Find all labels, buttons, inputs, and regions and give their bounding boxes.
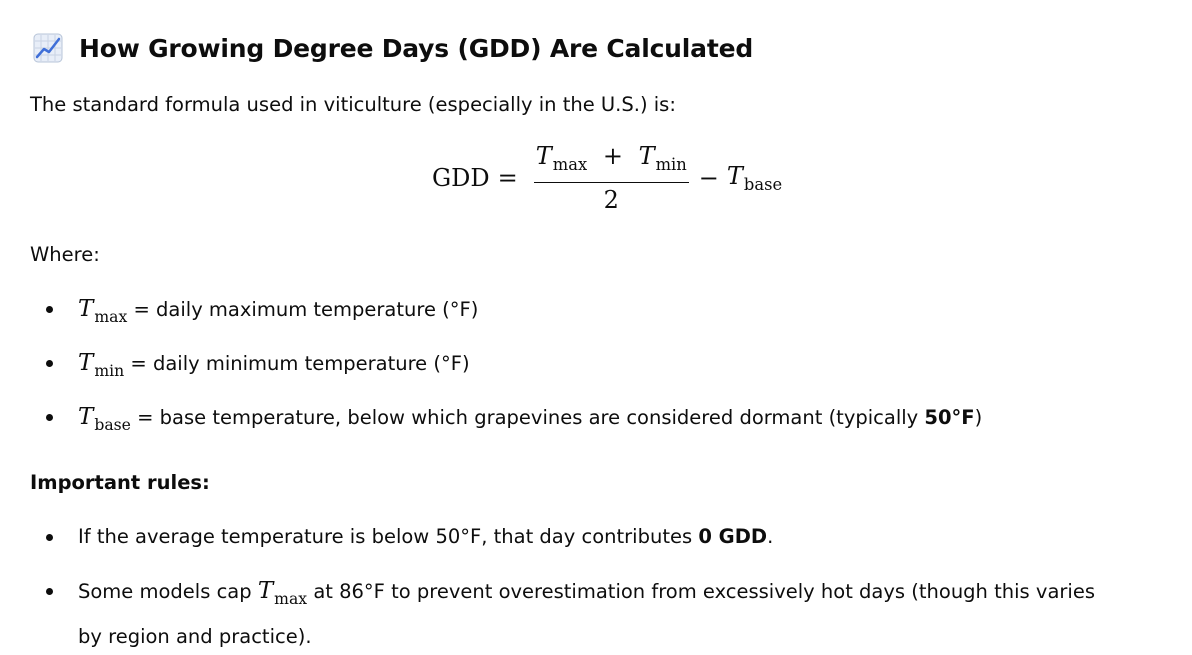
math-t-max: Tmax <box>78 296 128 326</box>
math-t-min: Tmin <box>78 350 125 380</box>
bullet-dot <box>46 306 53 313</box>
list-item: Tmin = daily minimum temperature (°F) <box>30 346 1180 380</box>
formula-fraction: Tmax + Tmin 2 <box>533 142 689 215</box>
gdd-formula: GDD = Tmax + Tmin 2 − Tbase <box>432 142 782 214</box>
chart-increasing-icon <box>33 33 63 63</box>
definition-text: = daily minimum temperature (°F) <box>124 352 470 375</box>
rule-text: at 86°F to prevent overestimation from e… <box>307 580 1095 603</box>
definition-text: = base temperature, below which grapevin… <box>130 406 925 429</box>
bullet-dot <box>46 414 53 421</box>
list-item: Tmax = daily maximum temperature (°F) <box>30 292 1180 326</box>
bullet-dot <box>46 588 53 595</box>
rule-text-continued: by region and practice). <box>78 625 312 648</box>
list-item: Tbase = base temperature, below which gr… <box>30 400 1180 434</box>
math-t-base: Tbase <box>78 404 131 434</box>
formula-minus: − <box>698 164 719 192</box>
formula-lhs: GDD <box>432 164 490 192</box>
list-item: If the average temperature is below 50°F… <box>30 522 1180 556</box>
section-heading: How Growing Degree Days (GDD) Are Calcul… <box>33 28 753 68</box>
rule-text: If the average temperature is below 50°F… <box>78 525 699 548</box>
definition-text: = daily maximum temperature (°F) <box>127 298 479 321</box>
formula-equals: = <box>497 164 518 192</box>
rule-bold: 0 GDD <box>698 525 768 548</box>
formula-tbase: Tbase <box>726 161 783 195</box>
fraction-numerator: Tmax + Tmin <box>533 142 689 184</box>
intro-paragraph: The standard formula used in viticulture… <box>30 93 676 116</box>
heading-title: How Growing Degree Days (GDD) Are Calcul… <box>79 33 754 63</box>
math-t-max: Tmax <box>257 578 308 608</box>
fraction-denominator: 2 <box>603 186 619 215</box>
bullet-dot <box>46 534 53 541</box>
rules-label: Important rules: <box>30 471 210 494</box>
where-label: Where: <box>30 243 100 266</box>
bullet-dot <box>46 360 53 367</box>
definition-bold: 50°F <box>924 406 975 429</box>
list-item: Some models cap Tmax at 86°F to prevent … <box>30 574 1180 650</box>
